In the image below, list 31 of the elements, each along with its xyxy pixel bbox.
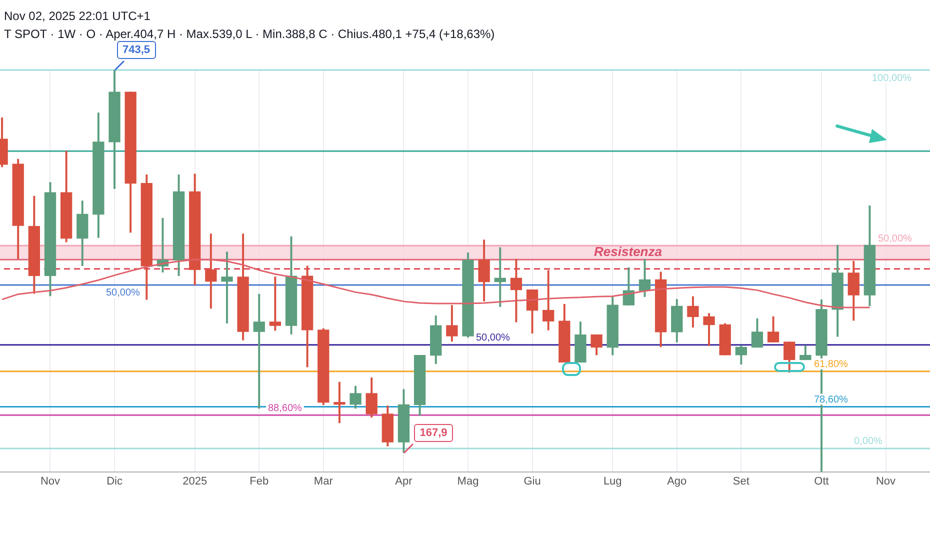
x-tick-label: Mag [457,475,479,488]
annotation: 61,80% [814,359,848,370]
band-label: Resistenza [594,244,662,260]
x-tick-label: Nov [876,475,896,488]
x-tick-label: Dic [106,475,123,488]
candlestick [494,247,506,307]
annotation: 0,00% [854,436,882,448]
x-tick-label: Set [732,475,750,488]
annotation: 50,00% [106,288,140,299]
x-tick-label: Giu [524,475,541,488]
x-tick-label: Ago [667,475,687,488]
annotation: 50,00% [476,332,510,344]
annotation: 88,60% [268,402,302,414]
candlestick [221,252,233,324]
annotation: 78,60% [814,394,848,406]
x-tick-label: Ott [814,475,829,488]
chart-title: Nov 02, 2025 22:01 UTC+1 [4,9,150,23]
x-tick-label: Mar [314,475,334,488]
candlestick [334,382,346,424]
x-tick-label: Apr [395,475,413,488]
candlestick [253,294,265,409]
annotation: 167,9 [414,424,454,442]
annotation: 100,00% [872,72,912,84]
text: 743,5 [116,41,156,59]
x-tick-label: Nov [40,475,61,488]
x-tick-label: 2025 [182,475,208,488]
candlestick [269,276,282,331]
x-tick-label: Feb [250,475,269,488]
x-tick-label: Lug [603,475,622,488]
annotation: 50,00% [878,233,912,244]
chart-subtitle: T SPOT · 1W · O · Aper.404,7 H · Max.539,0 L · Min.388,8 C · Chius.480,1 +75,4 (+18,63%) [4,27,495,41]
